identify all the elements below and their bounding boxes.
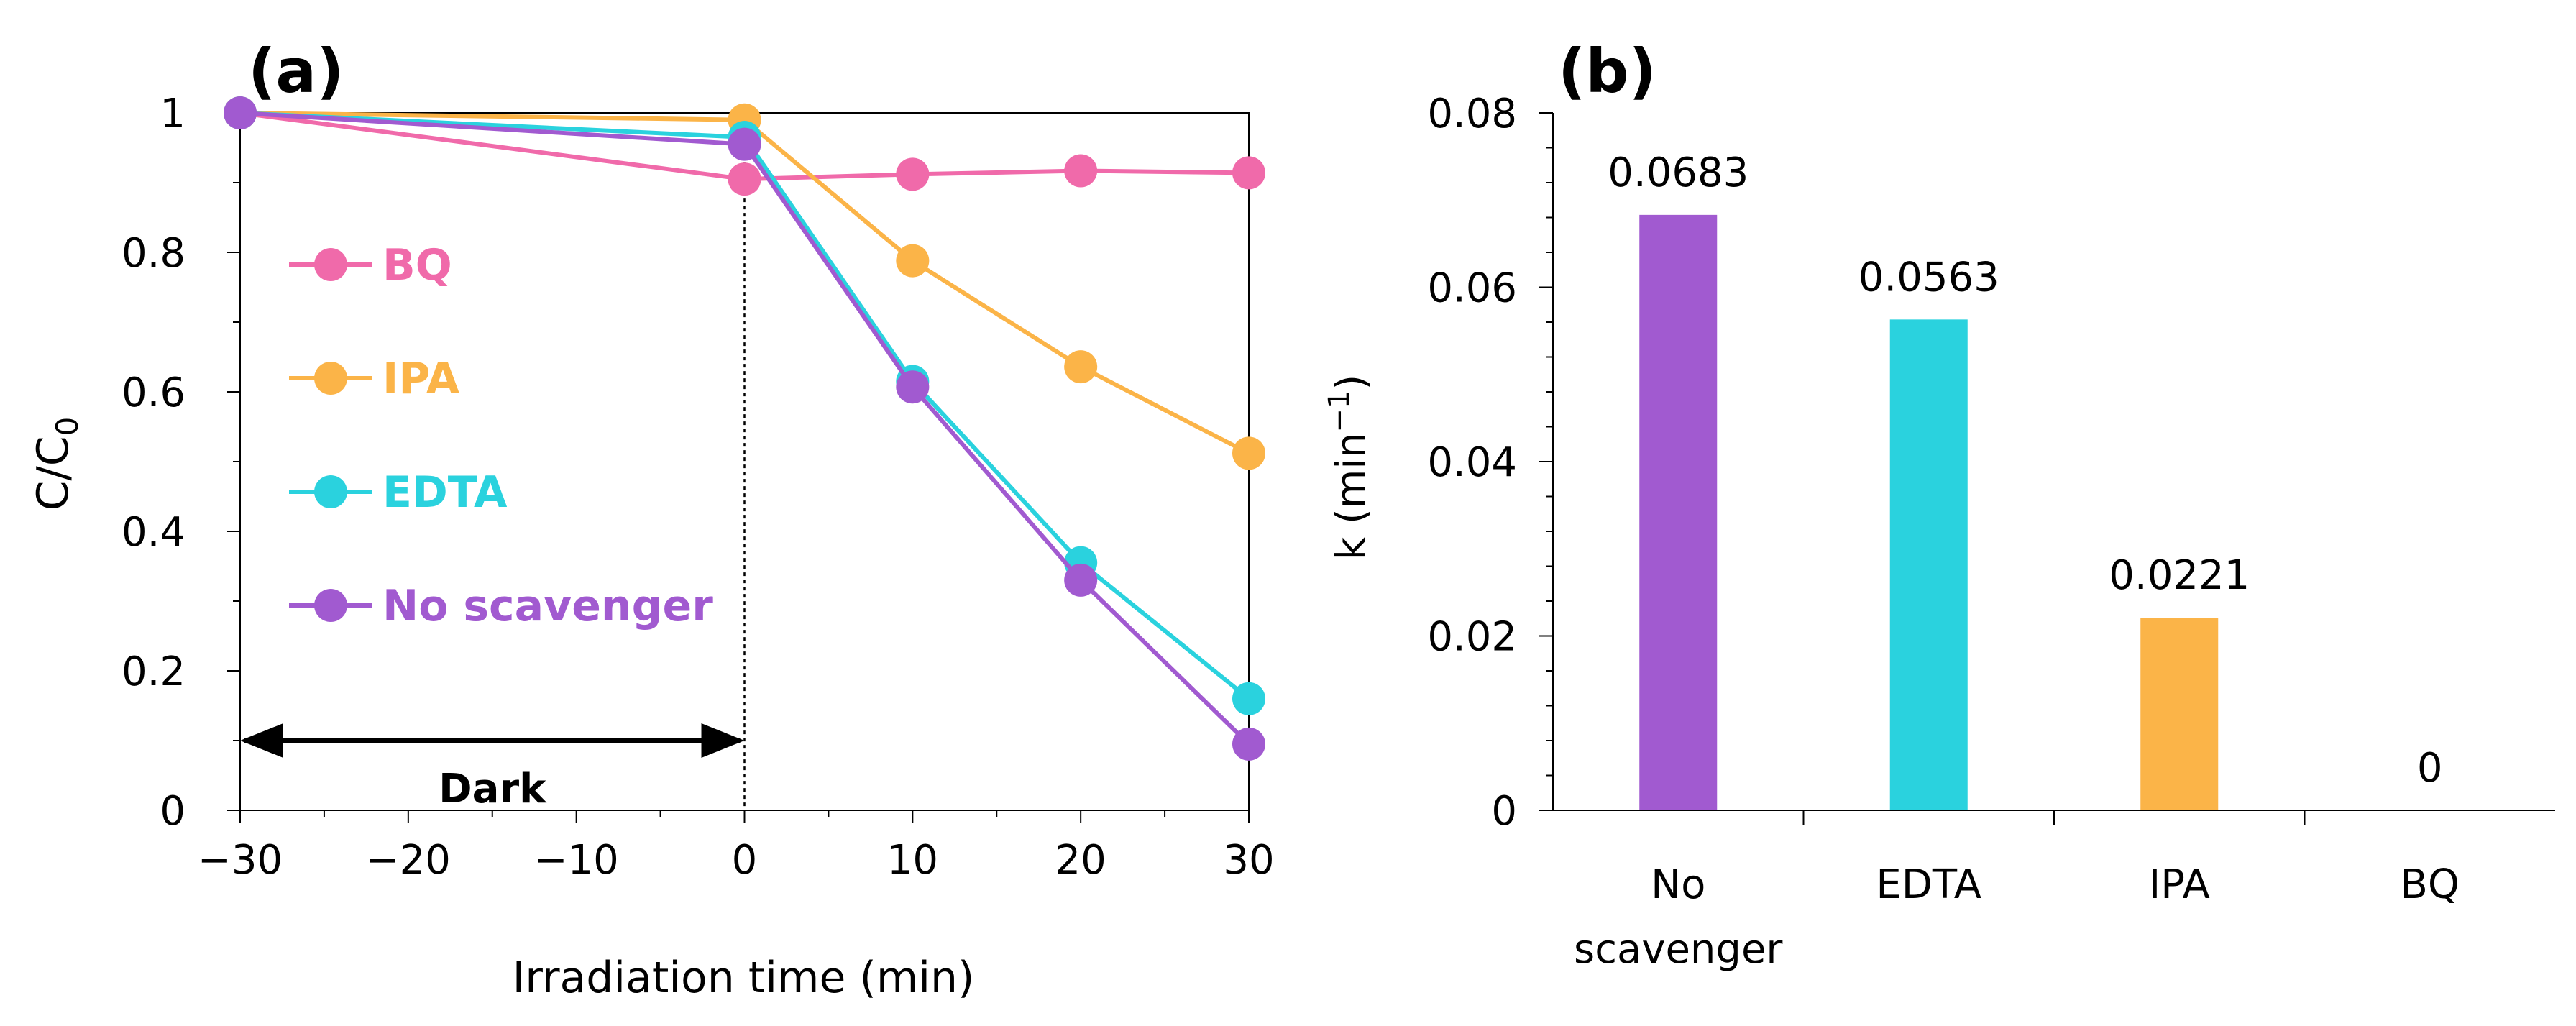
category-label-line: IPA <box>2149 861 2210 908</box>
data-point-bq <box>1064 154 1098 188</box>
legend-marker <box>314 362 347 395</box>
x-tick-label: 20 <box>1055 837 1106 884</box>
data-point-edta <box>1232 682 1265 715</box>
y-tick-label: 0.06 <box>1427 265 1517 312</box>
y-tick-label: 0.02 <box>1427 614 1517 661</box>
data-point-no-scavenger <box>224 96 257 129</box>
x-tick-label: −20 <box>366 837 451 884</box>
legend-item-no-scavenger: No scavenger <box>289 581 713 631</box>
panel-a-y-axis-title-main: C/C <box>28 436 78 510</box>
panel-a-plot-frame <box>239 112 1250 811</box>
panel-b-bar-chart: 0 0.02 0.04 0.06 0.08 0.0683 0.0563 0.0221 0 No… <box>1323 36 2555 973</box>
panel-b-y-axis-title: k (min−1) <box>1323 375 1375 561</box>
y-tick-label: 0.4 <box>122 509 185 556</box>
legend-item-ipa: IPA <box>289 354 460 404</box>
data-point-no-scavenger <box>1232 727 1265 761</box>
panel-a-legend: BQ IPA EDTA No scavenger <box>289 240 713 631</box>
panel-a-y-axis-title-subscript: 0 <box>50 417 85 436</box>
series-no-scavenger <box>224 96 1265 761</box>
y-tick-label: 0 <box>160 788 185 835</box>
panel-b-bars: 0.0683 0.0563 0.0221 0 <box>1608 150 2443 810</box>
panel-a-x-axis-title: Irradiation time (min) <box>513 953 975 1003</box>
data-point-bq <box>728 162 761 196</box>
legend-marker <box>314 248 347 281</box>
panel-a-x-ticks: −30 −20 −10 0 10 20 30 <box>198 810 1275 884</box>
category-label: EDTA <box>1876 861 1981 908</box>
category-label-line: scavenger <box>1574 926 1783 973</box>
x-tick-label: 0 <box>732 837 758 884</box>
panel-b-label: (b) <box>1558 36 1656 106</box>
series-bq <box>224 96 1265 196</box>
category-label-line: EDTA <box>1876 861 1981 908</box>
panel-b-y-axis-title-close: ) <box>1328 375 1375 390</box>
category-label-line: No <box>1651 861 1705 908</box>
bar-value-label: 0.0563 <box>1858 254 1999 301</box>
legend-label: No scavenger <box>382 581 713 631</box>
panel-a-y-ticks: 0 0.2 0.4 0.6 0.8 1 <box>122 91 240 835</box>
bar-value-label: 0 <box>2417 745 2443 792</box>
panel-b-category-labels: No scavenger EDTA IPA BQ <box>1574 810 2460 973</box>
data-point-no-scavenger <box>896 370 930 404</box>
data-point-ipa <box>1064 350 1098 384</box>
y-tick-label: 0.08 <box>1427 91 1517 137</box>
category-label-line: BQ <box>2401 861 2460 908</box>
category-label: IPA <box>2149 861 2210 908</box>
data-point-bq <box>1232 156 1265 190</box>
y-tick-label: 0.8 <box>122 230 185 277</box>
y-tick-label: 0 <box>1491 788 1517 835</box>
x-tick-label: 10 <box>887 837 938 884</box>
category-label: BQ <box>2401 861 2460 908</box>
bar-value-label: 0.0221 <box>2109 552 2250 599</box>
legend-item-bq: BQ <box>289 240 452 290</box>
legend-label: IPA <box>382 354 460 404</box>
panel-a-label: (a) <box>248 36 344 106</box>
y-tick-label: 1 <box>160 91 185 137</box>
bar-edta <box>1889 319 1968 810</box>
data-point-ipa <box>896 244 930 278</box>
x-tick-label: −10 <box>534 837 619 884</box>
data-point-ipa <box>1232 436 1265 470</box>
y-tick-label: 0.04 <box>1427 439 1517 486</box>
panel-a-series <box>224 96 1265 761</box>
bar-no-scavenger <box>1639 214 1718 810</box>
bar-ipa <box>2140 618 2219 810</box>
dark-region-label: Dark <box>439 766 547 812</box>
x-tick-label: −30 <box>198 837 283 884</box>
category-label: No scavenger <box>1574 861 1783 973</box>
legend-item-edta: EDTA <box>289 467 508 518</box>
legend-marker <box>314 589 347 622</box>
panel-b-y-axis-title-main: k (min <box>1328 433 1375 561</box>
panel-b-y-axis-title-superscript: −1 <box>1323 390 1356 433</box>
data-point-bq <box>896 157 930 191</box>
panel-a-line-chart: −30 −20 −10 0 10 20 30 0 0.2 0.4 0.6 0.8 1 Dark BQ I… <box>28 36 1275 1003</box>
legend-label: BQ <box>382 240 452 290</box>
data-point-no-scavenger <box>1064 563 1098 597</box>
y-tick-label: 0.6 <box>122 370 185 416</box>
x-tick-label: 30 <box>1223 837 1274 884</box>
legend-label: EDTA <box>382 467 508 518</box>
y-tick-label: 0.2 <box>122 649 185 695</box>
legend-marker <box>314 475 347 508</box>
bar-value-label: 0.0683 <box>1608 150 1748 196</box>
data-point-no-scavenger <box>728 127 761 161</box>
panel-a-y-axis-title: C/C0 <box>28 417 85 511</box>
panel-b-y-ticks: 0 0.02 0.04 0.06 0.08 <box>1427 91 1553 835</box>
